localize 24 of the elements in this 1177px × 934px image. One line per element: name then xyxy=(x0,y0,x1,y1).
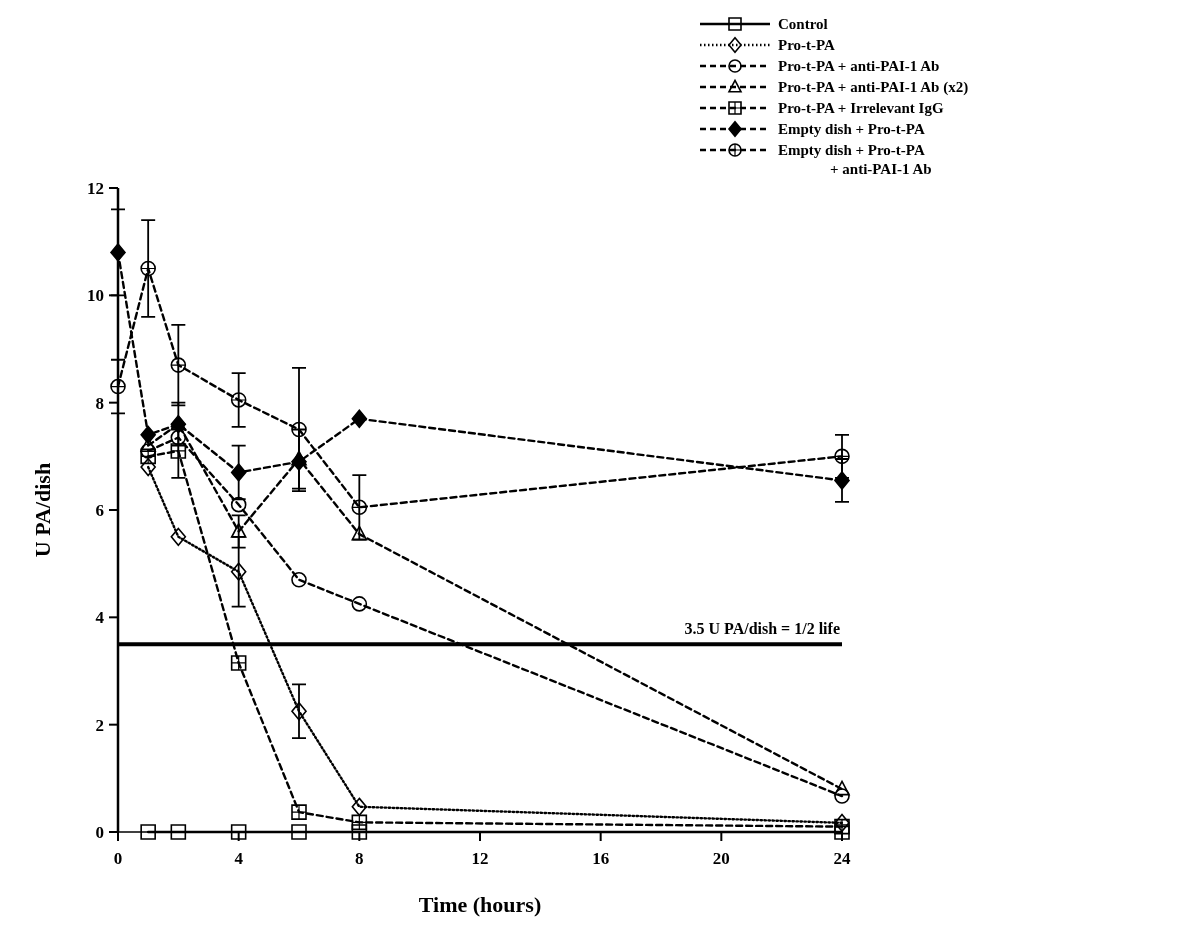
x-axis-title: Time (hours) xyxy=(418,892,542,917)
y-tick-label: 8 xyxy=(95,393,104,413)
x-tick-label: 0 xyxy=(113,849,123,868)
y-tick-label: 0 xyxy=(95,822,104,842)
x-tick-label: 24 xyxy=(833,849,851,868)
legend-label: Control xyxy=(778,16,828,33)
x-tick-label: 8 xyxy=(355,849,364,868)
legend-label: Pro-t-PA + Irrelevant IgG xyxy=(778,100,944,117)
legend-label: Pro-t-PA xyxy=(778,37,836,54)
y-tick-label: 10 xyxy=(87,286,104,306)
x-tick-label: 4 xyxy=(234,849,244,868)
x-tick-label: 12 xyxy=(471,849,489,868)
y-axis-title: U PA/dish xyxy=(30,462,55,558)
x-tick-label: 16 xyxy=(592,849,610,868)
y-tick-label: 6 xyxy=(95,500,104,520)
y-tick-label: 2 xyxy=(95,715,104,735)
ref-line-label: 3.5 U PA/dish = 1/2 life xyxy=(684,620,840,638)
legend-label: Pro-t-PA + anti-PAI-1 Ab (x2) xyxy=(778,79,969,97)
y-tick-label: 12 xyxy=(87,178,104,198)
legend-label: Empty dish + Pro-t-PA xyxy=(778,121,925,138)
x-tick-label: 20 xyxy=(712,849,730,868)
legend-label: Empty dish + Pro-t-PA + anti-PAI-1 Ab xyxy=(778,142,932,177)
y-tick-label: 4 xyxy=(95,608,105,628)
legend-label: Pro-t-PA + anti-PAI-1 Ab xyxy=(778,58,940,75)
